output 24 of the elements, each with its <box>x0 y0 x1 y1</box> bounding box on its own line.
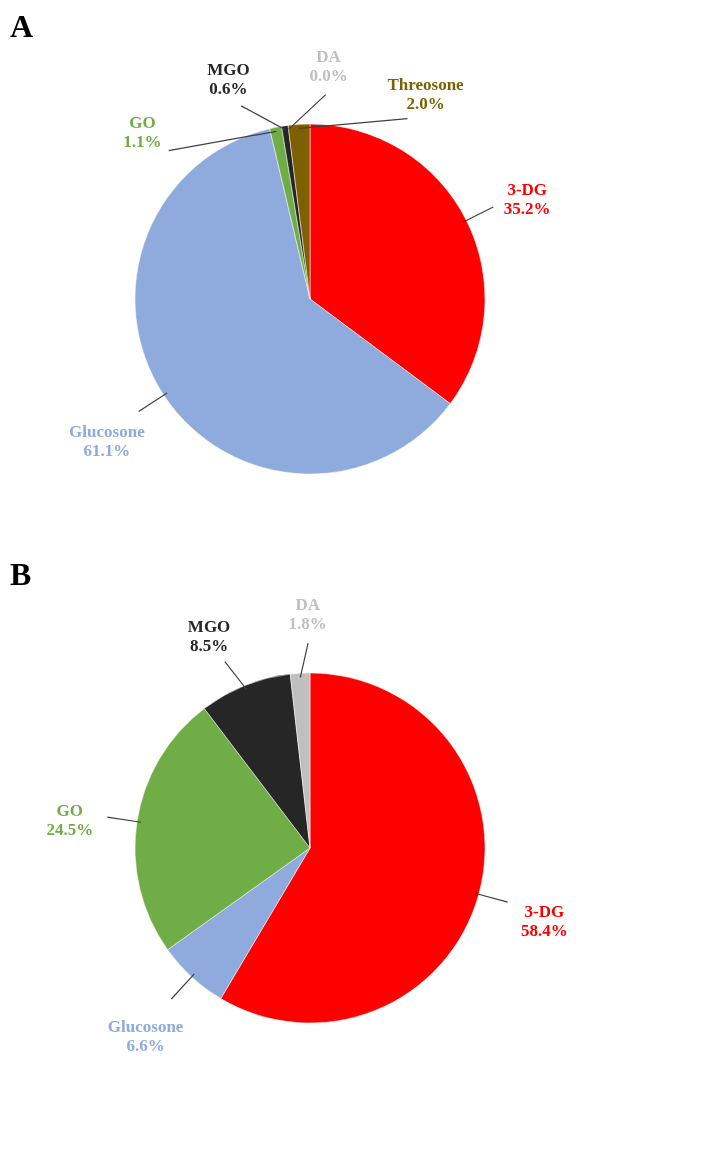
category-label: DA <box>316 46 341 66</box>
slice-label: Glucosone <box>107 1016 184 1036</box>
data-label: 61.1% <box>83 441 131 461</box>
data-label: 35.2% <box>503 199 551 219</box>
data-label: 6.6% <box>126 1035 165 1055</box>
slice-label: MGO <box>187 616 231 636</box>
slice-label: DA <box>295 595 321 615</box>
chart-title: B <box>10 556 32 593</box>
chart-title: A <box>10 7 34 44</box>
slice-label: GO <box>56 801 83 821</box>
data-label: 24.5% <box>46 820 94 840</box>
data-label: 0.6% <box>209 79 248 99</box>
slice-label: 3-DG <box>507 180 548 200</box>
data-label: 8.5% <box>189 635 229 655</box>
slice-label: MGO <box>207 60 250 80</box>
slice-label: 3-DG <box>524 902 565 922</box>
data-label: 2.0% <box>406 94 445 114</box>
slice-label: GO <box>129 113 156 133</box>
text: 0.0% <box>309 65 348 85</box>
slice-label: Threosone <box>387 75 465 95</box>
data-label: 1.1% <box>123 132 162 152</box>
data-label: 1.8% <box>288 614 327 634</box>
slice-label: Glucosone <box>69 422 146 442</box>
data-label: 58.4% <box>520 921 568 941</box>
